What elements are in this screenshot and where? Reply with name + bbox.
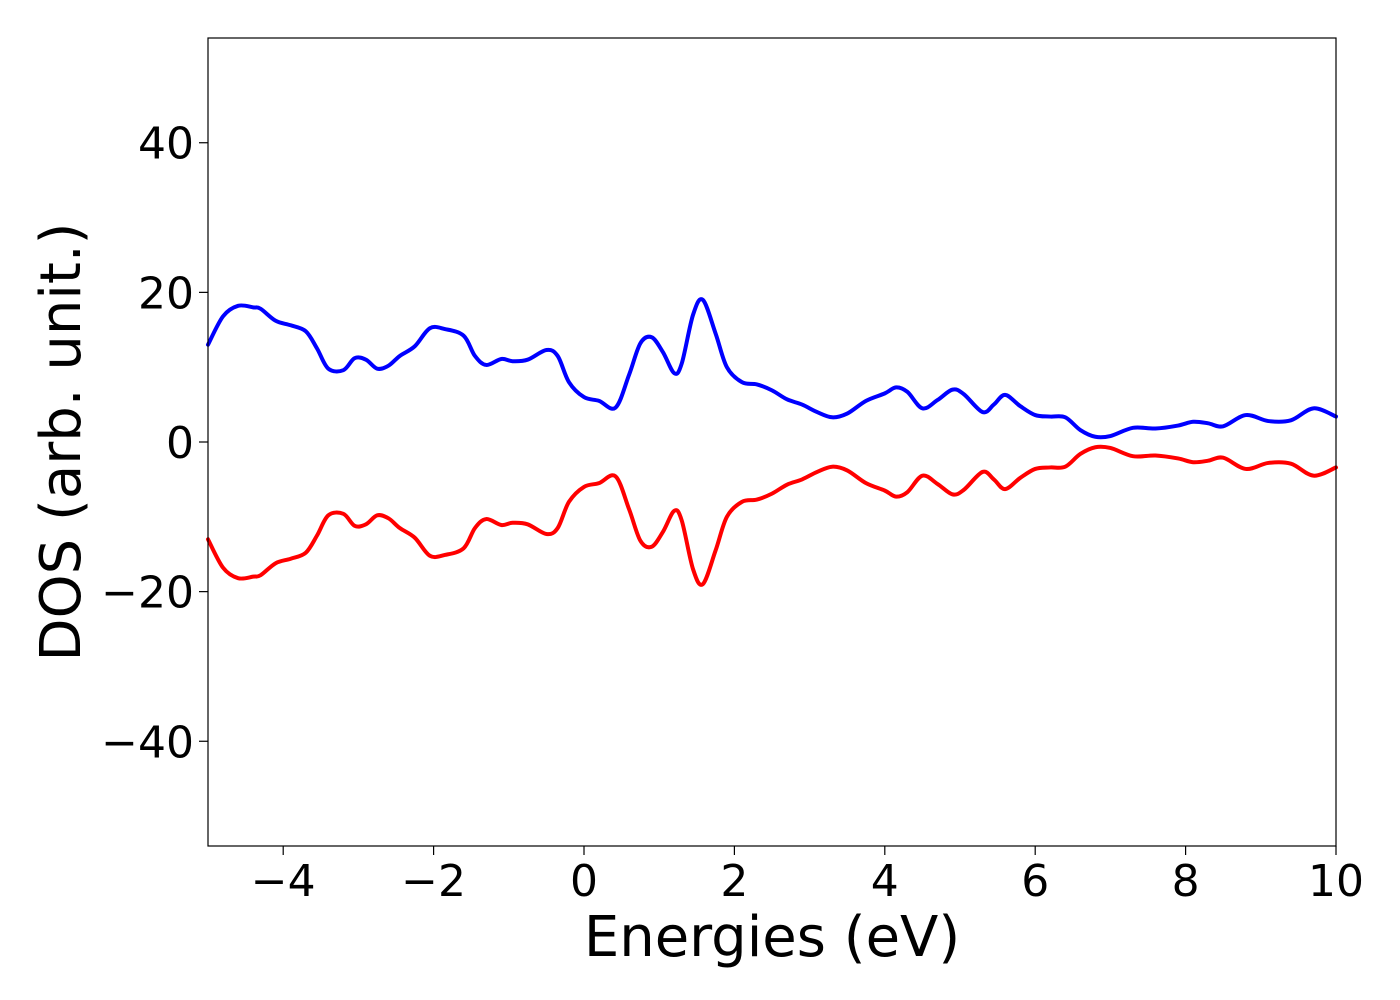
x-tick-label: 2 (720, 856, 748, 907)
x-axis-title: Energies (eV) (584, 905, 960, 970)
y-axis-title: DOS (arb. unit.) (29, 222, 94, 661)
y-tick-label: 0 (166, 418, 194, 469)
series-layer (206, 297, 1338, 587)
x-tick-label: 4 (871, 856, 899, 907)
y-axis: −40 −20 0 20 40 (101, 119, 208, 768)
x-tick-label: 8 (1172, 856, 1200, 907)
y-tick-label: −20 (101, 568, 194, 619)
x-tick-label: 0 (570, 856, 598, 907)
y-tick-label: 20 (138, 268, 194, 319)
dos-down-line (206, 444, 1338, 587)
x-tick-label: −2 (401, 856, 466, 907)
x-tick-label: −4 (251, 856, 316, 907)
x-tick-label: 10 (1308, 856, 1364, 907)
x-tick-label: 6 (1021, 856, 1049, 907)
x-axis: −4 −2 0 2 4 6 8 10 (251, 846, 1364, 907)
plot-area (208, 38, 1336, 846)
y-tick-label: 40 (138, 119, 194, 170)
dos-up-line (206, 297, 1338, 440)
y-tick-label: −40 (101, 717, 194, 768)
